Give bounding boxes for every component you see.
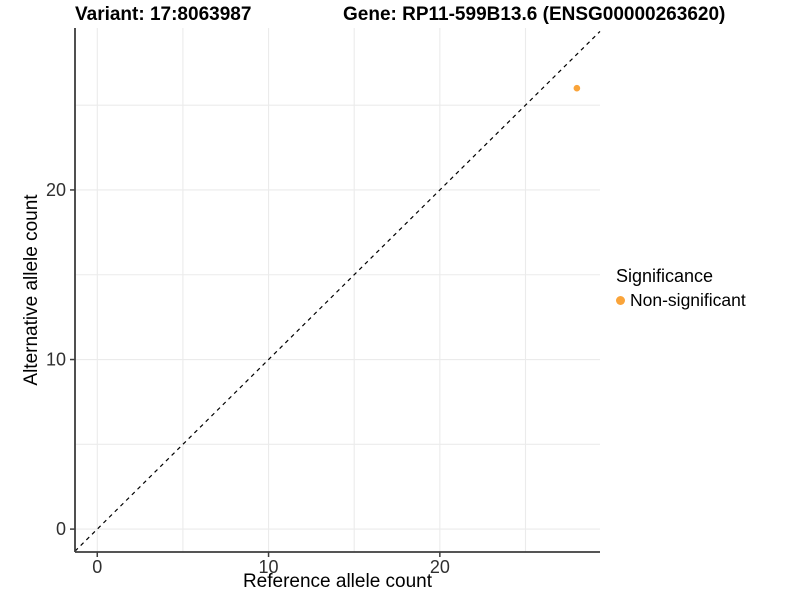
- legend-item-non-significant: Non-significant: [616, 290, 746, 311]
- x-axis-title: Reference allele count: [242, 571, 433, 592]
- y-tick-label: 10: [46, 350, 66, 370]
- legend: Significance Non-significant: [616, 266, 746, 311]
- plot-title-variant: Variant: 17:8063987: [75, 4, 252, 25]
- plot-title-gene: Gene: RP11-599B13.6 (ENSG00000263620): [343, 4, 726, 25]
- identity-line: [74, 30, 601, 552]
- y-tick-label: 0: [56, 519, 66, 539]
- legend-point-icon: [616, 296, 625, 305]
- x-tick-label: 0: [92, 557, 102, 577]
- data-point: [573, 84, 581, 92]
- x-tick-label: 10: [259, 557, 279, 577]
- y-axis-title: Alternative allele count: [21, 194, 42, 386]
- legend-item-label: Non-significant: [630, 290, 746, 310]
- x-tick-label: 20: [430, 557, 450, 577]
- y-tick-label: 20: [46, 180, 66, 200]
- legend-title: Significance: [616, 266, 714, 286]
